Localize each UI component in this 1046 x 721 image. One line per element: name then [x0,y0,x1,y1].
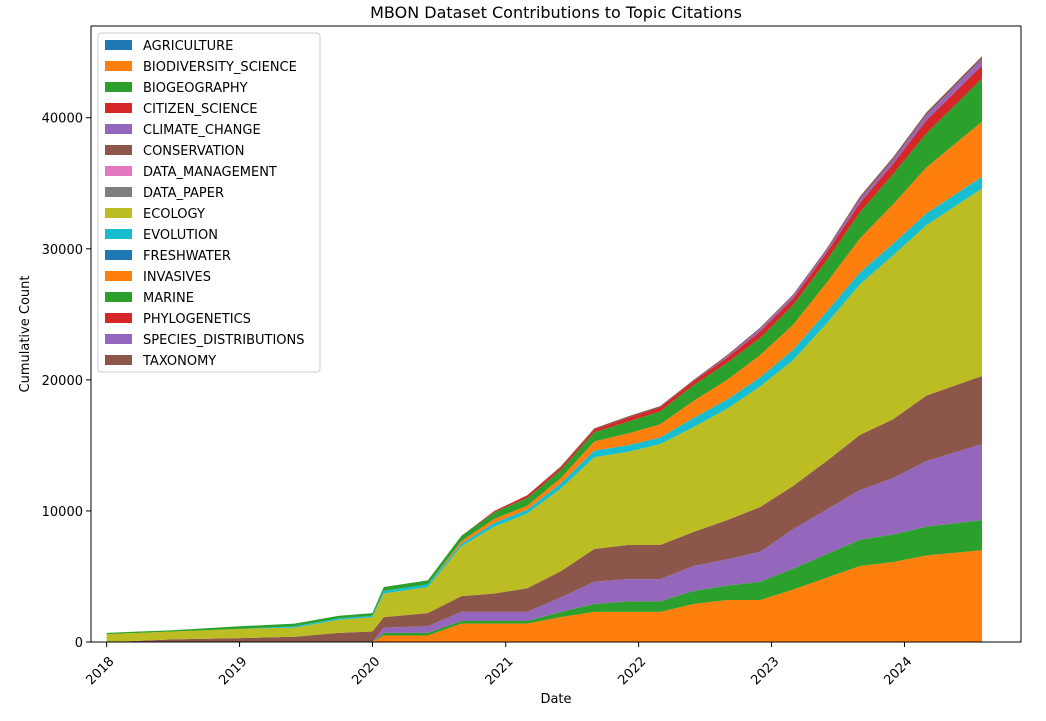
legend: AGRICULTURE BIODIVERSITY_SCIENCE BIOGEOGRA… [97,32,321,373]
legend-swatch [105,313,132,323]
legend-swatch [105,250,132,260]
x-tick-label: 2019 [216,654,250,688]
area-biodiversity-science [106,550,983,642]
legend-swatch [105,82,132,92]
y-axis-label: Cumulative Count [18,276,33,393]
legend-swatch [105,166,132,176]
legend-swatch [105,124,132,134]
y-tick-label: 0 [75,636,83,651]
y-tick-label: 10000 [42,505,83,520]
y-tick-label: 30000 [42,243,83,258]
legend-swatch [105,229,132,239]
legend-label: DATA_MANAGEMENT [143,165,277,180]
legend-swatch [105,61,132,71]
legend-swatch [105,292,132,302]
plot-frame [90,25,1022,643]
legend-swatch [105,103,132,113]
legend-box [97,32,321,373]
legend-swatch [105,355,132,365]
y-tick-label: 20000 [42,374,83,389]
x-tick-label: 2018 [83,654,117,688]
x-tick-label: 2023 [748,654,782,688]
legend-label: INVASIVES [143,270,211,285]
x-tick-label: 2024 [881,654,915,688]
legend-label: ECOLOGY [143,207,205,222]
x-tick-label: 2021 [483,654,517,688]
y-axis: 0 10000 20000 30000 40000 [42,112,91,651]
legend-label: MARINE [143,291,194,306]
legend-label: DATA_PAPER [143,186,224,201]
legend-label: BIODIVERSITY_SCIENCE [143,60,297,75]
area-ecology [106,188,983,642]
area-climate-change [106,444,983,642]
x-axis-label: Date [540,692,571,707]
legend-swatch [105,271,132,281]
chart-title: MBON Dataset Contributions to Topic Cita… [370,3,742,22]
legend-label: FRESHWATER [143,249,231,264]
legend-label: SPECIES_DISTRIBUTIONS [143,333,305,348]
legend-label: TAXONOMY [142,354,216,369]
x-axis: 2018 2019 2020 2021 2022 2023 2024 [83,642,915,688]
legend-label: PHYLOGENETICS [143,312,251,327]
legend-label: CITIZEN_SCIENCE [143,102,257,117]
y-tick-label: 40000 [42,112,83,127]
legend-swatch [105,40,132,50]
legend-label: AGRICULTURE [143,39,233,54]
legend-swatch [105,187,132,197]
legend-swatch [105,208,132,218]
legend-label: CLIMATE_CHANGE [143,123,261,138]
legend-swatch [105,145,132,155]
x-tick-label: 2022 [615,654,649,688]
legend-label: EVOLUTION [143,228,218,243]
area-layers [106,56,983,642]
legend-swatch [105,334,132,344]
area-conservation [106,375,983,642]
area-biogeography [106,520,983,642]
legend-label: BIOGEOGRAPHY [143,81,248,96]
x-tick-label: 2020 [349,654,383,688]
legend-label: CONSERVATION [143,144,245,159]
